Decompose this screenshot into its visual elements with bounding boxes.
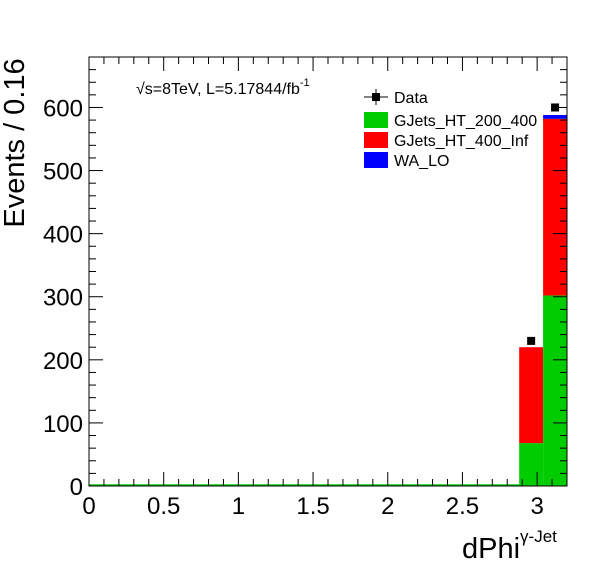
bar-GJets_HT_400_Inf-bin1 [543, 118, 567, 296]
legend-swatch-WA_LO [364, 152, 388, 168]
legend-label: WA_LO [394, 153, 449, 170]
x-tick-label: 3 [530, 493, 543, 520]
y-axis-title: Events / 0.16 [0, 58, 31, 227]
bar-GJets_HT_400_Inf-bin0 [519, 347, 544, 444]
y-tick-label: 600 [43, 95, 83, 122]
y-tick-label: 300 [43, 285, 83, 312]
bar-WA_LO-bin1 [543, 115, 567, 119]
bar-GJets_HT_200_400-bin1 [543, 295, 567, 486]
x-tick-label: 1 [232, 493, 245, 520]
x-axis-title-superscript: γ-Jet [520, 527, 557, 546]
legend-label: GJets_HT_200_400 [394, 113, 537, 130]
x-tick-label: 2 [381, 493, 394, 520]
sqrt-symbol: √ [136, 81, 145, 98]
axis-ticks [88, 56, 568, 487]
x-axis-title-main: dPhi [462, 533, 520, 565]
x-tick-label: 0 [82, 493, 95, 520]
x-tick-label: 2.5 [446, 493, 479, 520]
luminosity-text: s=8TeV, L=5.17844/fb [145, 81, 300, 98]
x-tick-label: 1.5 [296, 493, 329, 520]
axis-tick-labels: 0 0.5 1 1.5 2 2.5 3 0 100 200 300 400 500 600 [43, 95, 544, 520]
y-tick-label: 200 [43, 348, 83, 375]
legend-label: GJets_HT_400_Inf [394, 133, 529, 150]
luminosity-label: √s=8TeV, L=5.17844/fb-1 [136, 77, 310, 98]
data-point [527, 336, 536, 345]
legend-label: Data [394, 90, 428, 107]
legend-marker [372, 93, 380, 101]
x-tick-label: 0.5 [147, 493, 180, 520]
bar-GJets_HT_200_400-bin0 [519, 443, 544, 486]
y-tick-label: 400 [43, 222, 83, 249]
luminosity-superscript: -1 [300, 77, 310, 89]
x-axis-title: dPhiγ-Jet [462, 527, 557, 565]
y-tick-label: 0 [70, 474, 83, 501]
legend-swatch-GJets_HT_400_Inf [364, 132, 388, 148]
legend: Data GJets_HT_200_400 GJets_HT_400_Inf WA_L… [364, 89, 537, 170]
y-tick-label: 500 [43, 159, 83, 186]
y-tick-label: 100 [43, 411, 83, 438]
legend-swatch-GJets_HT_200_400 [364, 112, 388, 128]
